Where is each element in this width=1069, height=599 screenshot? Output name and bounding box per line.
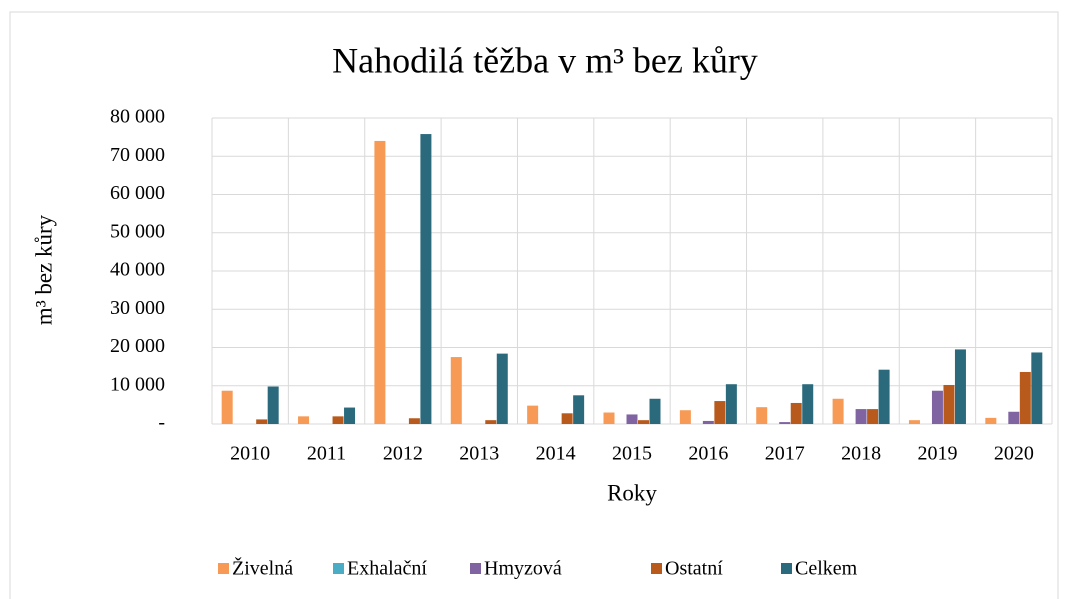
bar [985, 417, 997, 424]
chart-title: Nahodilá těžba v m³ bez kůry [332, 40, 758, 80]
bar [702, 420, 714, 424]
x-tick-label: 2019 [917, 443, 957, 465]
x-tick-label: 2015 [612, 443, 652, 465]
y-tick-label: 60 000 [110, 182, 165, 204]
bar [908, 420, 920, 424]
x-tick-label: 2013 [459, 443, 499, 465]
y-tick-label: 50 000 [110, 220, 165, 242]
bar [832, 398, 844, 424]
legend-label: Živelná [232, 557, 293, 580]
legend-swatch [333, 563, 344, 574]
bar [756, 407, 768, 424]
bar [638, 420, 649, 424]
bar [943, 384, 955, 424]
y-axis-title: m³ bez kůry [31, 214, 56, 325]
bar [256, 419, 268, 424]
x-tick-label: 2014 [536, 443, 576, 465]
legend-label: Exhalační [347, 558, 427, 580]
bar [450, 357, 462, 424]
legend-swatch [781, 563, 792, 574]
bar [679, 410, 691, 424]
bar [298, 416, 310, 424]
y-tick-label: 70 000 [110, 144, 165, 166]
y-tick-label: 30 000 [110, 297, 165, 319]
bar [527, 405, 539, 424]
x-axis-title: Roky [607, 480, 657, 505]
bar [420, 134, 432, 424]
chart-frame [9, 11, 1059, 599]
bar [1008, 411, 1020, 424]
bar [954, 349, 966, 424]
legend-swatch [470, 563, 481, 574]
bar [725, 384, 737, 424]
bar [374, 140, 386, 424]
y-tick-label: 80 000 [110, 106, 165, 128]
bar [221, 390, 233, 424]
legend-swatch [218, 563, 229, 574]
bar [1019, 371, 1031, 424]
x-tick-label: 2011 [307, 443, 346, 465]
bar [626, 414, 638, 424]
bar [867, 409, 879, 424]
y-tick-label: 40 000 [110, 259, 165, 281]
legend-label: Ostatní [665, 558, 723, 580]
bar [485, 420, 497, 424]
bar [649, 398, 661, 424]
bar [344, 407, 356, 424]
bar [855, 409, 867, 424]
bar [332, 416, 344, 424]
bar [931, 390, 943, 424]
bar [561, 413, 573, 424]
bar [802, 384, 814, 424]
bar [496, 353, 508, 424]
x-tick-label: 2018 [841, 443, 881, 465]
x-tick-label: 2017 [765, 443, 805, 465]
bar [573, 395, 585, 424]
x-tick-label: 2010 [230, 443, 270, 465]
bar [790, 402, 802, 424]
legend-label: Hmyzová [484, 558, 562, 580]
bar [267, 386, 279, 424]
bar [1031, 352, 1043, 424]
bar [779, 422, 791, 424]
bar [714, 401, 726, 424]
bar [408, 418, 420, 424]
y-tick-label: 10 000 [110, 373, 165, 395]
x-tick-label: 2012 [383, 443, 423, 465]
bar [878, 369, 890, 424]
x-tick-label: 2020 [994, 443, 1034, 465]
y-tick-label: - [158, 412, 165, 434]
x-tick-label: 2016 [688, 443, 728, 465]
y-tick-label: 20 000 [110, 335, 165, 357]
bar [603, 412, 615, 424]
legend-swatch [651, 563, 662, 574]
legend-label: Celkem [795, 558, 858, 580]
